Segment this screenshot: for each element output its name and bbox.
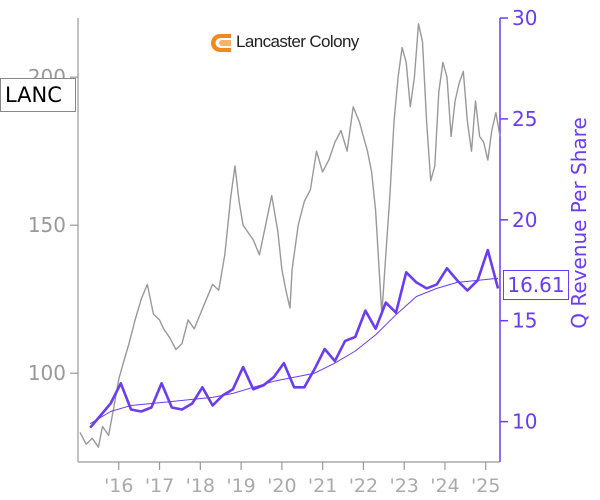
left-tick-label: 150 [28, 213, 66, 237]
price-line [79, 23, 501, 448]
right-tick-label: 15 [512, 309, 537, 333]
x-tick-label: '20 [267, 475, 296, 497]
right-tick-label: 20 [512, 208, 537, 232]
x-tick-label: '16 [104, 475, 133, 497]
x-tick-label: '19 [226, 475, 255, 497]
right-axis-title: Q Revenue Per Share [567, 117, 591, 329]
x-tick-label: '25 [471, 475, 500, 497]
left-tick-label: 100 [28, 361, 66, 385]
x-axis: '16 '17 '18 '19 '20 '21 '22 '23 '24 '25 [78, 461, 500, 497]
series-layer [79, 23, 501, 448]
x-tick-label: '18 [186, 475, 215, 497]
right-tick-label: 25 [512, 107, 537, 131]
last-value-label: 16.61 [503, 270, 569, 300]
right-axis: 10 15 20 25 30 [499, 6, 537, 462]
x-tick-label: '22 [349, 475, 378, 497]
ticker-label: LANC [0, 78, 76, 112]
x-tick-label: '17 [145, 475, 174, 497]
lancaster-colony-logo-icon [211, 31, 235, 55]
right-tick-label: 10 [512, 410, 537, 434]
x-tick-label: '23 [389, 475, 418, 497]
trend-line [89, 277, 499, 425]
right-tick-label: 30 [512, 6, 537, 30]
company-logo-text: Lancaster Colony [236, 32, 359, 51]
x-tick-label: '21 [308, 475, 337, 497]
revenue-line [89, 248, 500, 429]
x-tick-label: '24 [430, 475, 459, 497]
